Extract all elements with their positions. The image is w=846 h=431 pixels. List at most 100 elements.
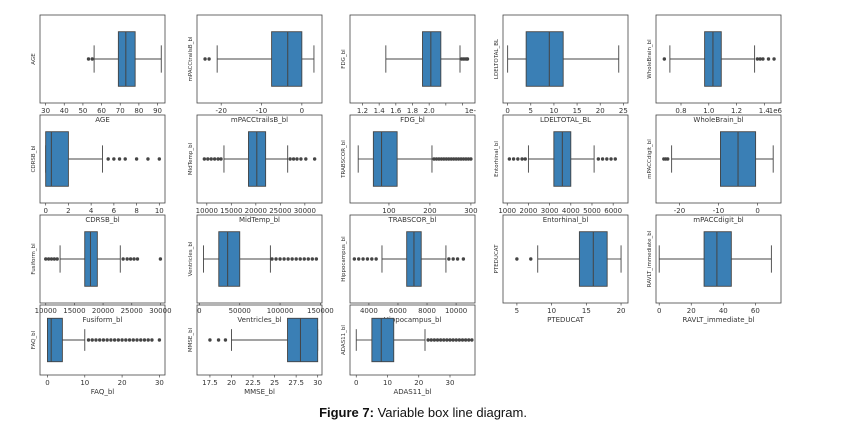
iqr-box [372,131,398,187]
outlier-point [529,257,533,261]
x-tick-label: 30000 [294,207,316,215]
outlier-point [294,257,298,261]
outlier-point [609,157,613,161]
outlier-point [429,338,433,342]
x-tick-label: 100000 [267,307,294,315]
x-axis-label: Entorhinal_bl [543,216,589,224]
boxplot-panel-9: -20 -10 0 mPACCdigit_bl mPACCdigit_bl [647,114,782,224]
panel-frame [39,214,166,304]
outlier-point [755,57,760,61]
x-tick-label: 0 [505,107,509,115]
x-axis-label: Fusiform_bl [83,316,123,324]
x-tick-label: 15 [582,307,591,315]
y-axis-label: MidTemp_bl [188,142,194,175]
x-tick-label: -20 [674,207,685,215]
x-tick-label: 10000 [196,207,218,215]
outlier-point [219,157,223,161]
y-axis-label: ADAS11_bl [341,325,347,355]
outlier-point [206,157,210,161]
outlier-point [463,338,468,342]
x-tick-label: 20 [596,107,605,115]
panel-frame [39,114,166,204]
boxplot-panel-15: 0 10 20 30 FAQ_bl FAQ_bl [31,304,166,396]
x-tick-label: 6 [112,207,117,215]
y-axis-label: Ventricles_bl [188,241,194,276]
outlier-point [134,157,139,161]
outlier-point [454,338,458,342]
x-axis-label: AGE [95,116,110,124]
outlier-point [520,157,524,161]
x-tick-label: 30 [155,379,164,387]
outlier-point [370,257,374,261]
x-tick-label: 4000 [562,207,580,215]
iqr-box [422,31,442,87]
y-axis-label: Entorhinal_bl [494,141,500,177]
outlier-point [451,338,455,342]
x-tick-label: 30 [313,379,322,387]
x-tick-label: 30000 [149,307,171,315]
boxplot-panel-6: 10000 15000 20000 25000 30000 MidTemp_bl MidTe… [188,114,323,224]
outlier-point [116,338,121,342]
x-tick-label: 300 [464,207,477,215]
outlier-point [142,338,147,342]
outlier-point [90,338,94,342]
x-tick-label: 25000 [121,307,143,315]
outlier-point [766,57,771,61]
boxplot-panel-17: 0 10 20 30 ADAS11_bl ADAS11_bl [341,304,476,396]
x-tick-label: 50000 [229,307,251,315]
outlier-point [157,338,162,342]
y-axis-label: mPACCdigit_bl [647,139,653,179]
outlier-point [209,157,213,161]
panel-frame [502,214,629,304]
outlier-point [314,257,319,261]
outlier-point [274,257,278,261]
outlier-point [120,338,124,342]
outlier-point [288,157,292,161]
outlier-point [121,257,125,261]
outlier-point [438,338,443,342]
x-tick-label: 1000 [498,207,516,215]
x-axis-label: RAVLT_immediate_bl [683,316,755,324]
outlier-point [460,338,465,342]
outlier-point [459,157,463,161]
outlier-point [444,157,449,161]
x-axis-label: PTEDUCAT [547,316,585,324]
outlier-point [94,338,98,342]
x-tick-label: 20 [617,307,626,315]
x-tick-label: 1.6 [390,107,402,115]
outlier-point [135,257,140,261]
outlier-point [447,157,451,161]
outlier-point [469,157,473,161]
outlier-point [600,157,605,161]
x-tick-label: 15000 [220,207,242,215]
outlier-point [146,338,150,342]
outlier-point [445,338,449,342]
x-tick-label: 1.0 [703,107,714,115]
outlier-point [86,57,91,61]
x-tick-label: 8000 [418,307,436,315]
panel-frame [39,14,166,104]
x-tick-label: 2.0 [424,107,435,115]
y-axis-label: TRABSCOR_bl [341,140,347,179]
iqr-box [84,231,98,287]
x-axis-label: TRABSCOR_bl [388,216,437,224]
outlier-point [306,257,310,261]
x-tick-label: 2000 [520,207,538,215]
x-tick-label: 0 [43,207,47,215]
y-axis-label: MMSE_bl [188,327,194,352]
outlier-point [662,57,667,61]
x-tick-label: 10000 [445,307,467,315]
x-tick-label: 200 [423,207,436,215]
outlier-point [772,57,776,61]
outlier-point [299,157,303,161]
panel-frame [349,214,476,304]
panel-frame [196,304,323,376]
y-axis-label: CDRSB_bl [31,145,37,172]
iqr-box [47,317,63,363]
outlier-point [613,157,617,161]
outlier-point [295,157,299,161]
outlier-point [203,57,207,61]
outlier-point [434,157,439,161]
outlier-point [127,338,132,342]
